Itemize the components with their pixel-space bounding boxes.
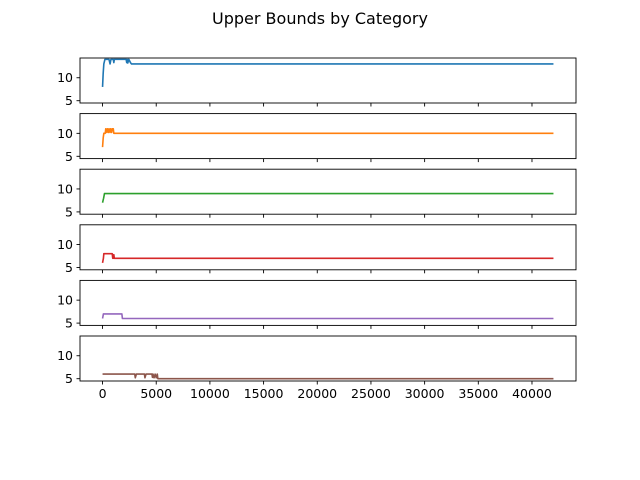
series-line-3 [101,192,554,203]
y-tick-label: 5 [65,260,73,275]
y-tick-label: 10 [57,70,73,85]
y-tick-label: 5 [65,149,73,164]
subplot-3: 5 10 [57,168,577,219]
y-tick-label: 5 [65,371,73,386]
axes-frame [79,57,577,104]
series-line-6 [102,373,554,380]
axes-frame [79,168,577,215]
series-line-1 [101,58,554,87]
x-tick-label: 0 [99,386,107,401]
y-tick-label: 5 [65,93,73,108]
x-tick-label: 40000 [512,386,552,401]
x-tick-label: 25000 [351,386,391,401]
x-tick-label: 30000 [405,386,445,401]
series-line-4 [101,252,554,264]
y-tick-label: 5 [65,204,73,219]
subplot-6: 5 10 0 5000 10000 15000 20000 25000 30000 35000 40… [57,335,577,401]
subplot-5: 5 10 [57,279,577,331]
x-tick-label: 5000 [140,386,172,401]
subplot-1: 5 10 [57,57,577,108]
axes-frame [79,279,577,326]
axes-frame [79,224,577,271]
x-tick-label: 35000 [458,386,498,401]
series-line-2 [101,127,554,148]
chart-title: Upper Bounds by Category [212,9,428,28]
subplot-4: 5 10 [57,224,577,275]
y-tick-label: 5 [65,316,73,331]
x-tick-label: 20000 [297,386,337,401]
x-tick-label: 10000 [190,386,230,401]
y-tick-label: 10 [57,126,73,141]
y-tick-label: 10 [57,237,73,252]
subplots: 5 10 5 10 5 10 5 10 5 10 5 10 0 5000 10000 15000 20000 25… [57,57,577,401]
x-tick-label: 15000 [244,386,284,401]
subplot-2: 5 10 [57,113,577,164]
y-tick-label: 10 [57,181,73,196]
axes-frame [79,335,577,382]
series-line-5 [101,313,554,320]
y-tick-label: 10 [57,293,73,308]
y-tick-label: 10 [57,348,73,363]
axes-frame [79,113,577,160]
